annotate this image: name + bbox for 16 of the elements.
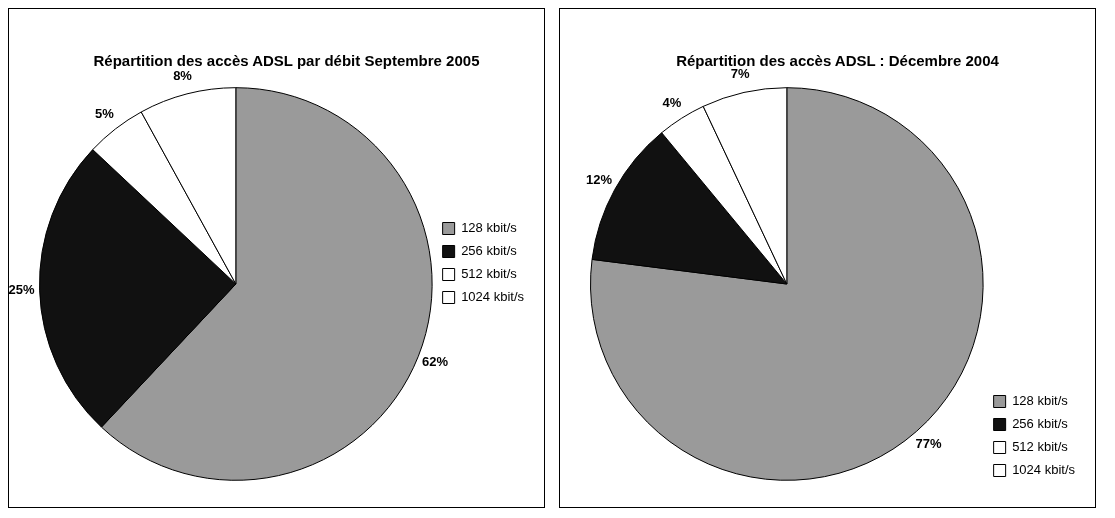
data-label: 5%: [95, 106, 115, 122]
legend-label: 1024 kbit/s: [1012, 462, 1076, 478]
legend-label: 256 kbit/s: [461, 243, 518, 259]
legend-label: 512 kbit/s: [461, 266, 518, 282]
legend-label: 256 kbit/s: [1012, 416, 1069, 432]
data-label: 25%: [8, 282, 36, 298]
legend-label: 128 kbit/s: [461, 220, 518, 236]
legend-label: 1024 kbit/s: [461, 289, 525, 305]
data-label: 62%: [422, 354, 449, 370]
legend-label: 128 kbit/s: [1012, 393, 1069, 409]
data-label: 8%: [173, 68, 193, 83]
data-label: 4%: [662, 94, 682, 110]
data-label: 77%: [915, 436, 942, 452]
chart-title: Répartition des accès ADSL par débit Septembre 2005: [93, 52, 480, 70]
legend-label: 512 kbit/s: [1012, 439, 1069, 455]
data-label: 12%: [585, 172, 613, 188]
